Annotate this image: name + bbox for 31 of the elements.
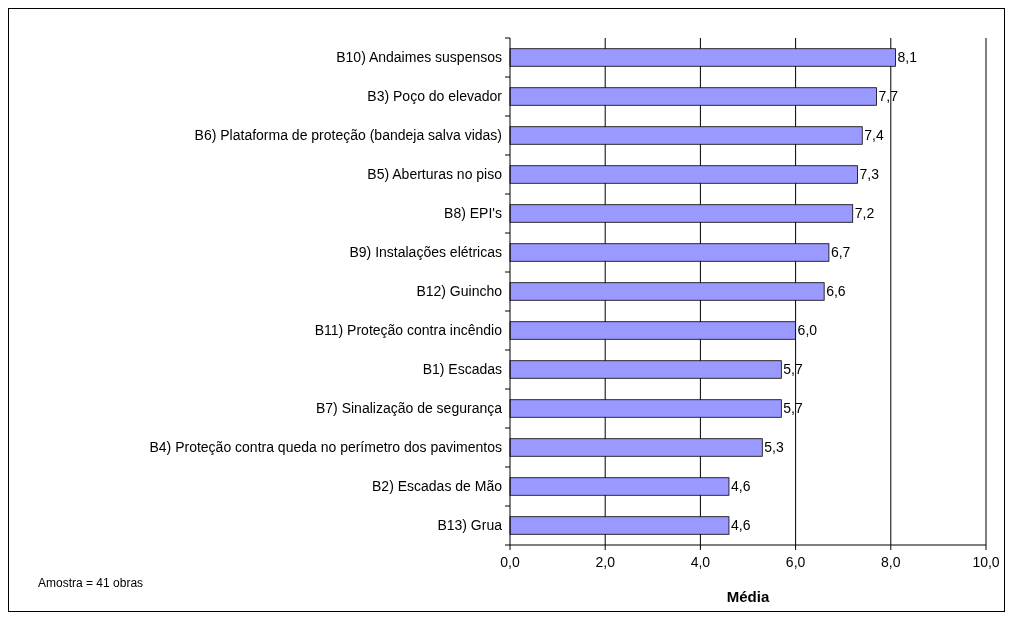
y-tick-label: B3) Poço do elevador (367, 88, 503, 105)
x-tick-label: 0,0 (500, 554, 520, 570)
data-label: 4,6 (730, 517, 751, 534)
y-tick-label: B10) Andaimes suspensos (336, 49, 502, 66)
x-tick-label: 6,0 (785, 554, 806, 570)
x-axis-title: Média (726, 588, 770, 605)
y-tick-label: B2) Escadas de Mão (372, 478, 503, 495)
y-tick-label: B7) Sinalização de segurança (315, 400, 503, 417)
data-label: 8,1 (897, 49, 918, 66)
y-tick-label: B1) Escadas (422, 361, 502, 378)
data-label: 6,0 (797, 322, 818, 339)
x-tick-label: 4,0 (690, 554, 711, 570)
data-label: 7,2 (854, 205, 875, 222)
y-tick-label: B4) Proteção contra queda no perímetro dos pavimentos (149, 439, 502, 456)
data-label: 7,4 (864, 127, 884, 144)
y-tick-label: B12) Guincho (416, 283, 503, 300)
data-label: 4,6 (730, 478, 751, 495)
y-tick-label: B8) EPI's (444, 205, 502, 222)
y-tick-label: B6) Plataforma de proteção (bandeja salva vidas) (194, 127, 502, 144)
data-label: 7,3 (859, 166, 880, 183)
data-label: 5,3 (764, 439, 784, 456)
y-tick-label: B9) Instalações elétricas (349, 244, 502, 261)
data-label: 6,7 (830, 244, 851, 261)
x-tick-label: 2,0 (595, 554, 616, 570)
x-tick-label: 8,0 (881, 554, 901, 570)
y-tick-label: B5) Aberturas no piso (367, 166, 503, 183)
text: Amostra = 41 obras (38, 576, 144, 590)
data-label: 6,6 (826, 283, 846, 300)
x-tick-label: 10,0 (972, 554, 1000, 570)
y-tick-label: B13) Grua (437, 517, 503, 534)
y-tick-label: B11) Proteção contra incêndio (314, 322, 503, 339)
